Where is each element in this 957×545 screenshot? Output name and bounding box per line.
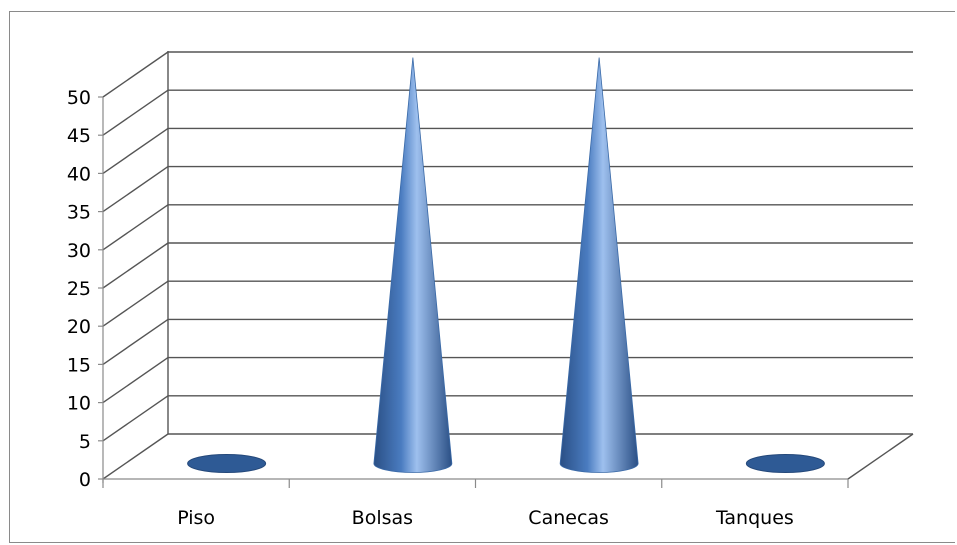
side-gridline bbox=[102, 204, 169, 251]
floor-right-edge bbox=[847, 433, 914, 480]
chart-area bbox=[9, 11, 955, 543]
y-tick-label: 35 bbox=[67, 202, 91, 224]
cone-tanques bbox=[745, 454, 825, 473]
side-gridline bbox=[102, 166, 169, 213]
cone-bolsas bbox=[373, 57, 453, 473]
axes bbox=[98, 51, 914, 488]
side-gridline bbox=[102, 357, 169, 404]
axis-labels: 0 5 10 15 20 25 30 35 40 45 50 Piso Bolsas Canecas Tan… bbox=[67, 87, 794, 529]
side-gridline bbox=[102, 127, 169, 174]
cone-canecas bbox=[559, 57, 639, 473]
x-category-label: Bolsas bbox=[352, 507, 413, 529]
y-tick-label: 40 bbox=[67, 163, 91, 185]
data-marks bbox=[187, 57, 825, 473]
side-gridline bbox=[102, 51, 169, 98]
y-tick-label: 0 bbox=[79, 469, 91, 491]
y-tick-label: 30 bbox=[67, 240, 91, 262]
y-tick-label: 10 bbox=[67, 393, 91, 415]
cone-piso bbox=[187, 454, 267, 473]
side-gridline bbox=[102, 242, 169, 289]
y-tick-label: 15 bbox=[67, 354, 91, 376]
y-tick-label: 50 bbox=[67, 87, 91, 109]
side-gridline bbox=[102, 89, 169, 136]
y-tick-label: 20 bbox=[67, 316, 91, 338]
side-gridline bbox=[102, 280, 169, 327]
side-gridline bbox=[102, 318, 169, 365]
x-category-label: Piso bbox=[177, 507, 215, 529]
x-category-label: Tanques bbox=[715, 507, 794, 529]
side-gridline bbox=[102, 395, 169, 442]
y-tick-label: 5 bbox=[79, 431, 91, 453]
y-tick-label: 45 bbox=[67, 125, 91, 147]
y-tick-label: 25 bbox=[67, 278, 91, 300]
gridlines bbox=[102, 51, 913, 480]
side-gridline bbox=[102, 433, 169, 480]
x-category-label: Canecas bbox=[528, 507, 609, 529]
